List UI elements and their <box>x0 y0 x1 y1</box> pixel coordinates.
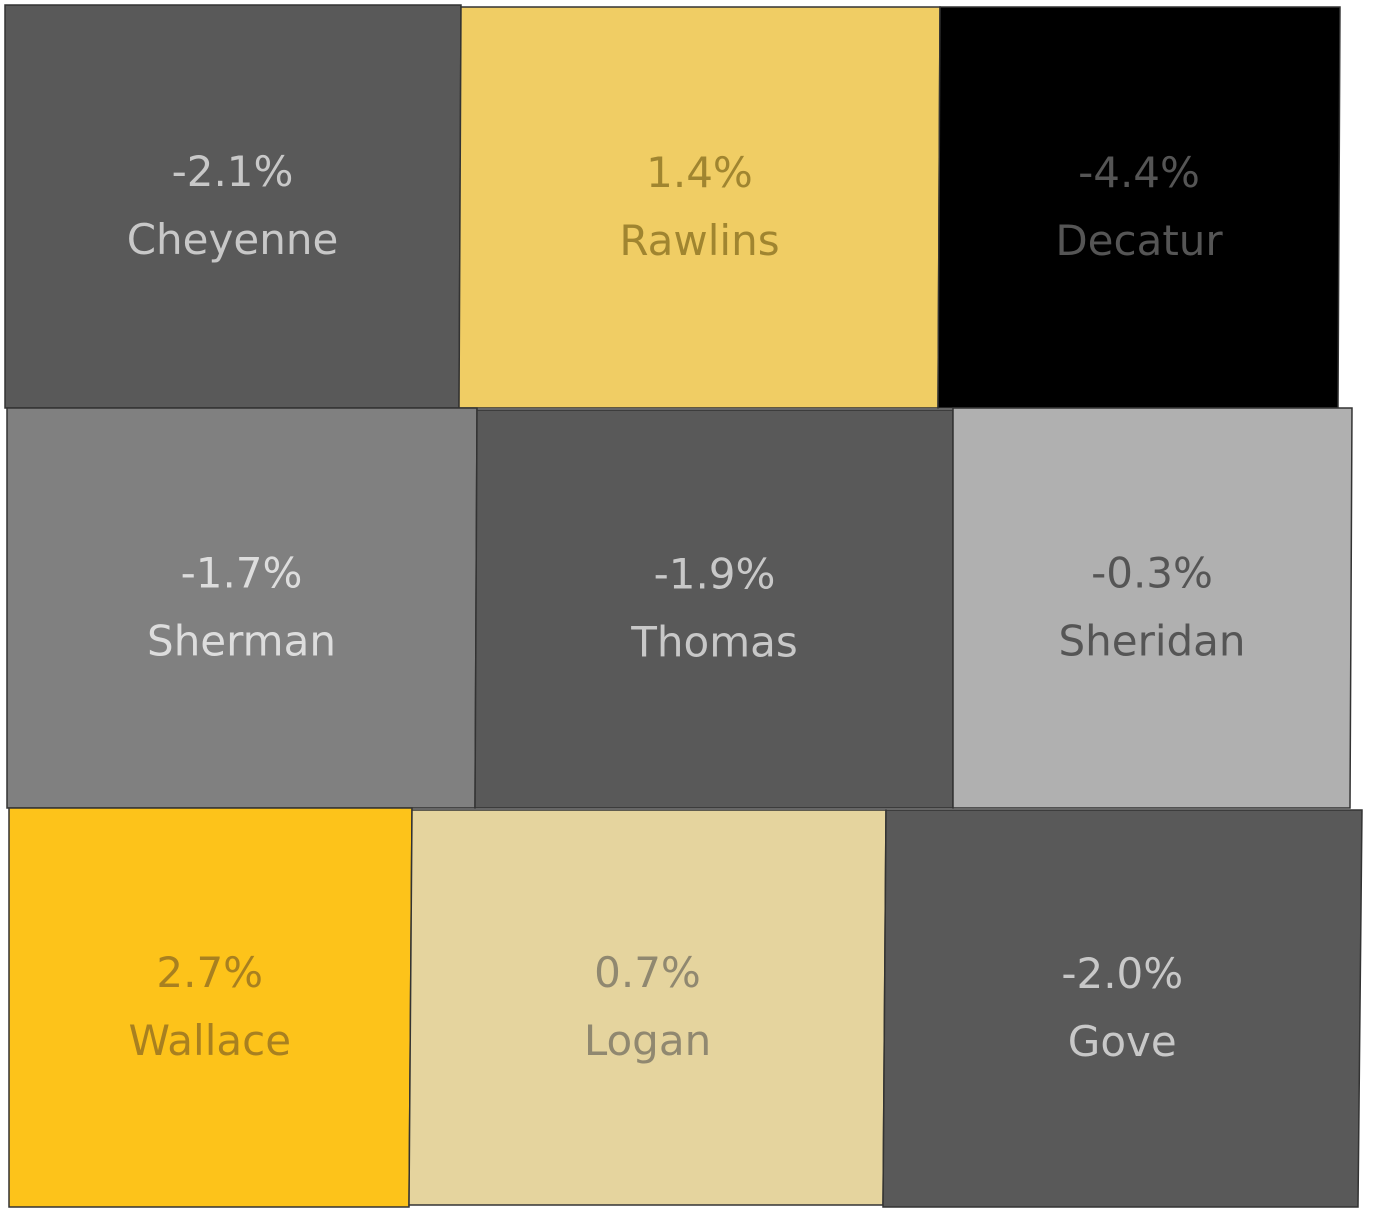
county-name: Sherman <box>147 617 336 666</box>
county[interactable] <box>952 407 1353 809</box>
county-value: -2.1% <box>172 147 294 196</box>
county-name: Decatur <box>1055 216 1223 265</box>
county-name: Cheyenne <box>127 215 339 264</box>
county-name: Rawlins <box>619 216 779 265</box>
county-name: Thomas <box>630 618 798 667</box>
county-name: Logan <box>584 1016 711 1065</box>
county-value: -1.9% <box>654 550 776 599</box>
county[interactable] <box>6 407 478 809</box>
county-value: 1.4% <box>646 148 753 197</box>
county[interactable] <box>8 807 413 1208</box>
county-value: -4.4% <box>1078 148 1200 197</box>
county-value: 2.7% <box>156 948 263 997</box>
county-value: -1.7% <box>181 549 303 598</box>
county-value: -0.3% <box>1091 549 1213 598</box>
county-value: -2.0% <box>1061 949 1183 998</box>
county[interactable] <box>4 4 462 409</box>
county[interactable] <box>937 6 1341 409</box>
county[interactable] <box>882 809 1363 1208</box>
county-name: Wallace <box>128 1016 291 1065</box>
county[interactable] <box>458 6 941 409</box>
county-name: Sheridan <box>1058 617 1245 666</box>
county[interactable] <box>474 409 954 809</box>
county[interactable] <box>408 809 887 1206</box>
county-value: 0.7% <box>594 948 701 997</box>
county-name: Gove <box>1068 1017 1177 1066</box>
